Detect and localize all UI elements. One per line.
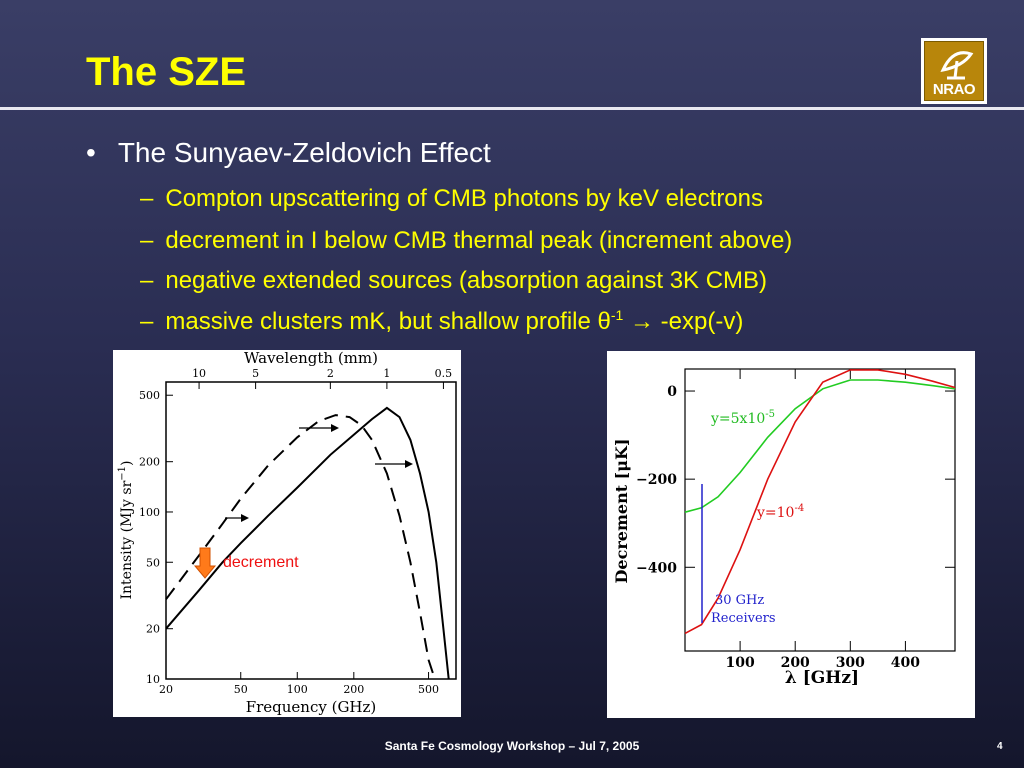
nrao-logo: NRAO <box>921 38 987 104</box>
cmb-spectrum-curve <box>165 406 450 680</box>
top-tick-label: 5 <box>252 367 259 380</box>
shift-arrow <box>299 424 339 432</box>
top-tick-label: 2 <box>327 367 334 380</box>
x-tick-label: 20 <box>159 683 173 696</box>
series-line-green <box>684 379 956 513</box>
y-tick-label: 10 <box>146 673 160 686</box>
x-axis-label: Frequency (GHz) <box>246 698 377 716</box>
x-tick-label: 500 <box>418 683 439 696</box>
main-bullet: • The Sunyaev-Zeldovich Effect <box>86 137 491 169</box>
y-tick-label: 20 <box>146 623 160 636</box>
sub-bullet-4-exponent: -1 <box>610 307 624 323</box>
y-tick-label: −200 <box>636 472 677 488</box>
footer-text: Santa Fe Cosmology Workshop – Jul 7, 200… <box>384 739 640 753</box>
top-axis-label: Wavelength (mm) <box>244 350 378 367</box>
sub-bullet-4-suffix: → -exp(-v) <box>623 308 744 335</box>
decrement-arrow <box>193 547 217 579</box>
sub-bullet-dash: – <box>140 185 154 212</box>
logo-text: NRAO <box>932 81 976 98</box>
y-tick-label: 0 <box>667 384 677 400</box>
slide-title: The SZE <box>86 50 247 94</box>
x-tick-label: 200 <box>343 683 364 696</box>
sub-bullet-1: – Compton upscattering of CMB photons by… <box>140 185 763 213</box>
sub-bullet-text: Compton upscattering of CMB photons by k… <box>165 185 764 212</box>
series-label-green: y=5x10-5 <box>710 409 775 427</box>
top-tick-label: 0.5 <box>435 367 453 380</box>
shift-arrow <box>225 514 249 522</box>
decrement-figure: λ [GHz] Decrement [μK] 100 200 300 400 0 −200… <box>607 351 975 718</box>
y-tick-label: 500 <box>139 389 160 402</box>
spectrum-chart: Wavelength (mm) Frequency (GHz) Intensit… <box>117 349 457 716</box>
bullet-symbol: • <box>86 137 96 168</box>
receiver-label-line1: 30 GHz <box>715 593 764 608</box>
sub-bullet-4: – massive clusters mK, but shallow profi… <box>140 308 743 336</box>
series-line-red <box>684 369 956 635</box>
x-tick-label: 100 <box>287 683 308 696</box>
x-tick-label: 400 <box>891 655 920 671</box>
shift-arrow <box>375 460 413 468</box>
y-axis-label: Intensity (MJy sr−1) <box>117 461 135 600</box>
page-number: 4 <box>997 741 1003 752</box>
sub-bullet-text: decrement in I below CMB thermal peak (i… <box>165 227 793 254</box>
plot-frame <box>165 381 457 680</box>
decrement-label: decrement <box>223 554 299 571</box>
y-tick-label: 200 <box>139 456 160 469</box>
x-tick-label: 200 <box>781 655 810 671</box>
title-divider <box>0 107 1024 110</box>
series-label-red: y=10-4 <box>756 503 804 521</box>
main-bullet-text: The Sunyaev-Zeldovich Effect <box>117 137 491 168</box>
y-tick-label: −400 <box>636 560 677 576</box>
scattered-cmb-curve <box>165 414 436 680</box>
sub-bullet-2: – decrement in I below CMB thermal peak … <box>140 227 792 255</box>
x-tick-label: 50 <box>234 683 248 696</box>
receiver-label-line2: Receivers <box>711 611 776 626</box>
sub-bullet-text: negative extended sources (absorption ag… <box>165 267 768 294</box>
x-axis-label: λ [GHz] <box>785 668 859 688</box>
decrement-chart: λ [GHz] Decrement [μK] 100 200 300 400 0 −200… <box>612 368 956 688</box>
plot-frame <box>684 368 956 652</box>
y-axis-label: Decrement [μK] <box>612 439 631 584</box>
top-tick-label: 1 <box>383 367 390 380</box>
sub-bullet-dash: – <box>140 267 154 294</box>
sub-bullet-3: – negative extended sources (absorption … <box>140 267 767 295</box>
sub-bullet-4-prefix: massive clusters mK, but shallow profile… <box>165 308 611 335</box>
y-tick-label: 50 <box>146 556 160 569</box>
radio-telescope-icon <box>940 51 974 80</box>
x-tick-label: 300 <box>836 655 865 671</box>
sub-bullet-dash: – <box>140 308 154 335</box>
spectrum-figure: Wavelength (mm) Frequency (GHz) Intensit… <box>113 349 461 717</box>
x-tick-label: 100 <box>725 655 754 671</box>
sub-bullet-text: massive clusters mK, but shallow profile… <box>165 308 743 336</box>
y-tick-label: 100 <box>139 506 160 519</box>
sub-bullet-dash: – <box>140 227 154 254</box>
top-tick-label: 10 <box>192 367 206 380</box>
